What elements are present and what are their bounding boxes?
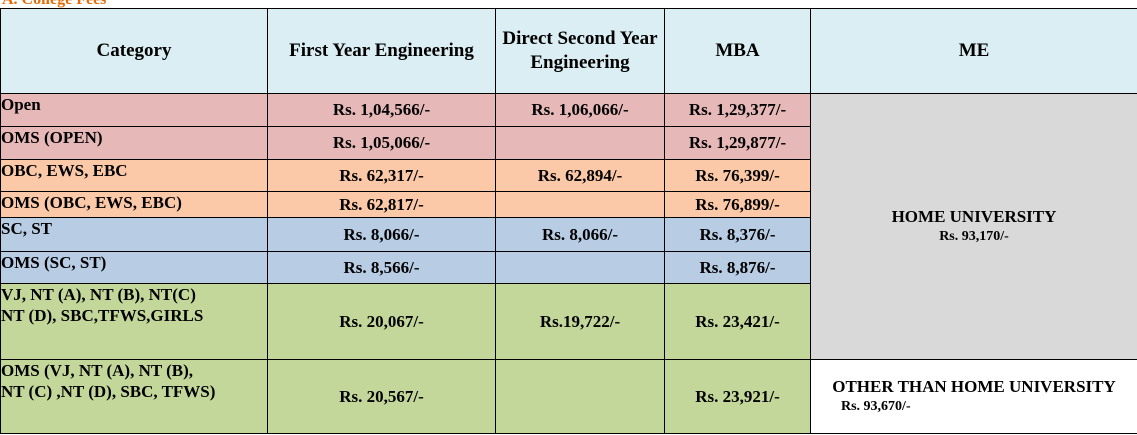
dse-fee-cell (495, 126, 665, 160)
header-direct-second-year: Direct Second Year Engineering (495, 8, 665, 94)
mba-fee-cell: Rs. 76,399/- (664, 159, 811, 192)
fees-table: Category First Year Engineering Direct S… (0, 8, 1137, 434)
section-title: A. College Fees (2, 0, 106, 9)
fye-fee-cell: Rs. 8,066/- (267, 217, 496, 252)
table-row: Open Rs. 1,04,566/- Rs. 1,06,066/- Rs. 1… (0, 93, 1137, 360)
dse-fee-cell (495, 251, 665, 284)
header-row: Category First Year Engineering Direct S… (0, 8, 1137, 94)
me-home-label: HOME UNIVERSITY (891, 206, 1057, 226)
category-cell: OMS (SC, ST) (0, 251, 268, 284)
me-other-university-cell: OTHER THAN HOME UNIVERSITY Rs. 93,670/- (810, 359, 1137, 434)
header-me: ME (810, 8, 1137, 94)
me-other-label: OTHER THAN HOME UNIVERSITY (832, 376, 1116, 396)
header-mba: MBA (664, 8, 811, 94)
fye-fee-cell: Rs. 1,04,566/- (267, 93, 496, 127)
dse-fee-cell (495, 191, 665, 218)
table-row: OMS (VJ, NT (A), NT (B), NT (C) ,NT (D),… (0, 359, 1137, 434)
dse-fee-cell: Rs.19,722/- (495, 283, 665, 360)
category-cell: OMS (OBC, EWS, EBC) (0, 191, 268, 218)
dse-fee-cell: Rs. 1,06,066/- (495, 93, 665, 127)
header-category: Category (0, 8, 268, 94)
category-cell: VJ, NT (A), NT (B), NT(C) NT (D), SBC,TF… (0, 283, 268, 360)
table-row: OBC, EWS, EBC Rs. 62,317/- Rs. 62,894/- … (0, 159, 1137, 192)
category-cell: OMS (VJ, NT (A), NT (B), NT (C) ,NT (D),… (0, 359, 268, 434)
me-other-fee: Rs. 93,670/- (841, 398, 911, 414)
fye-fee-cell: Rs. 1,05,066/- (267, 126, 496, 160)
category-cell: SC, ST (0, 217, 268, 252)
mba-fee-cell: Rs. 1,29,377/- (664, 93, 811, 127)
fye-fee-cell: Rs. 62,317/- (267, 159, 496, 192)
table-row: OMS (SC, ST) Rs. 8,566/- Rs. 8,876/- (0, 251, 1137, 284)
mba-fee-cell: Rs. 23,421/- (664, 283, 811, 360)
table-row: SC, ST Rs. 8,066/- Rs. 8,066/- Rs. 8,376… (0, 217, 1137, 252)
mba-fee-cell: Rs. 76,899/- (664, 191, 811, 218)
dse-fee-cell (495, 359, 665, 434)
mba-fee-cell: Rs. 8,376/- (664, 217, 811, 252)
category-line-2: NT (C) ,NT (D), SBC, TFWS) (1, 382, 216, 401)
dse-fee-cell: Rs. 62,894/- (495, 159, 665, 192)
header-first-year-engineering: First Year Engineering (267, 8, 496, 94)
mba-fee-cell: Rs. 1,29,877/- (664, 126, 811, 160)
fye-fee-cell: Rs. 20,567/- (267, 359, 496, 434)
dse-fee-cell: Rs. 8,066/- (495, 217, 665, 252)
fye-fee-cell: Rs. 20,067/- (267, 283, 496, 360)
me-home-fee: Rs. 93,170/- (939, 228, 1009, 244)
category-cell: OBC, EWS, EBC (0, 159, 268, 192)
table-row: VJ, NT (A), NT (B), NT(C) NT (D), SBC,TF… (0, 283, 1137, 360)
category-line-2: NT (D), SBC,TFWS,GIRLS (1, 306, 204, 325)
category-cell: Open (0, 93, 268, 127)
category-line-1: VJ, NT (A), NT (B), NT(C) (1, 285, 196, 304)
me-home-university-cell: HOME UNIVERSITY Rs. 93,170/- (810, 93, 1137, 360)
category-cell: OMS (OPEN) (0, 126, 268, 160)
fye-fee-cell: Rs. 8,566/- (267, 251, 496, 284)
mba-fee-cell: Rs. 8,876/- (664, 251, 811, 284)
fye-fee-cell: Rs. 62,817/- (267, 191, 496, 218)
table-row: OMS (OPEN) Rs. 1,05,066/- Rs. 1,29,877/- (0, 126, 1137, 160)
category-line-1: OMS (VJ, NT (A), NT (B), (1, 361, 194, 380)
mba-fee-cell: Rs. 23,921/- (664, 359, 811, 434)
